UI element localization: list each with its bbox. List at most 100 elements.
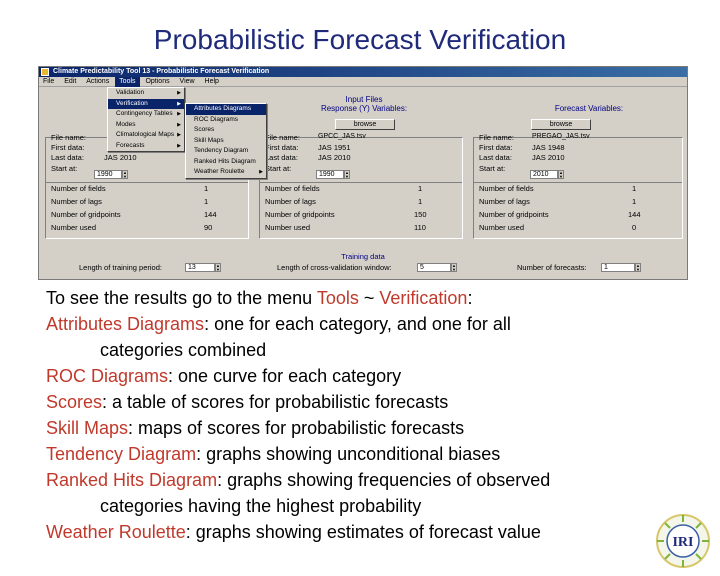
menubar: File Edit Actions Tools Options View Hel… — [39, 77, 687, 87]
term: ROC Diagrams — [46, 366, 169, 386]
intro-line: To see the results go to the menu Tools … — [46, 288, 473, 308]
panel-divider — [260, 182, 462, 183]
term: Weather Roulette — [46, 522, 186, 542]
list-item: Attributes Diagrams: one for each catego… — [46, 314, 511, 334]
stat-label: Number of lags — [265, 197, 316, 206]
response-file-name: GPCC_JAS.tsv — [318, 133, 366, 140]
stat-value: 0 — [632, 223, 637, 232]
stat-value: 1 — [204, 197, 209, 206]
stat-label: Number of gridpoints — [265, 210, 335, 219]
list-item: Weather Roulette: graphs showing estimat… — [46, 522, 541, 542]
stat-value: 1 — [632, 184, 637, 193]
forecast-file-name: PREGAO_JAS.tsv — [532, 133, 590, 140]
menu-actions[interactable]: Actions — [86, 78, 110, 85]
menu-view[interactable]: View — [179, 78, 195, 85]
list-item: Scores: a table of scores for probabilis… — [46, 392, 449, 412]
window-titlebar: Climate Predictability Tool 13 - Probabi… — [39, 67, 687, 77]
list-item: Ranked Hits Diagram: graphs showing freq… — [46, 470, 551, 490]
last-data-label: Last data: — [51, 153, 84, 162]
stat-label: Number of fields — [265, 184, 320, 193]
verification-submenu: Attributes Diagrams ROC Diagrams Scores … — [185, 103, 267, 179]
term: Ranked Hits Diagram — [46, 470, 218, 490]
term: Scores — [46, 392, 103, 412]
num-forecasts-spinner[interactable]: ▲ ▼ — [635, 263, 641, 272]
list-item: Tendency Diagram: graphs showing uncondi… — [46, 444, 501, 464]
start-at-field[interactable]: 2010 — [530, 170, 558, 179]
verification-term: Verification — [379, 288, 468, 308]
stat-label: Number used — [265, 223, 311, 232]
start-at-label: Start at: — [265, 164, 292, 173]
last-data-label: Last data: — [479, 153, 512, 162]
verification-item-roc-diagrams[interactable]: ROC Diagrams — [194, 115, 239, 123]
start-at-spinner[interactable]: ▲ ▼ — [558, 170, 564, 179]
browse-forecast-button[interactable]: browse — [531, 119, 591, 130]
list-item: Skill Maps: maps of scores for probabili… — [46, 418, 465, 438]
stat-value: 90 — [204, 223, 213, 232]
tools-menu-item[interactable]: Climatological Maps ▶ — [116, 131, 181, 138]
verification-item-skill-maps[interactable]: Skill Maps — [194, 136, 224, 144]
tools-menu-item[interactable]: Validation ▶ — [116, 89, 181, 96]
training-length-spinner[interactable]: ▲ ▼ — [215, 263, 221, 272]
panel-divider — [474, 182, 682, 183]
last-data-value: JAS 2010 — [104, 153, 137, 162]
menu-help[interactable]: Help — [204, 78, 219, 85]
window-title: Climate Predictability Tool 13 - Probabi… — [53, 68, 270, 75]
num-forecasts-label: Number of forecasts: — [517, 263, 587, 272]
menu-edit[interactable]: Edit — [64, 78, 77, 85]
menu-options[interactable]: Options — [145, 78, 170, 85]
file-name-label: File name: — [51, 133, 87, 142]
term: Attributes Diagrams — [46, 314, 205, 334]
app-icon — [41, 68, 49, 76]
tools-menu-item[interactable]: Modes ▶ — [116, 120, 181, 128]
stat-value: 144 — [204, 210, 217, 219]
stat-label: Number of fields — [51, 184, 106, 193]
menu-file[interactable]: File — [43, 78, 55, 85]
last-data-value: JAS 2010 — [318, 153, 351, 162]
start-at-label: Start at: — [51, 164, 78, 173]
verification-item-ranked-hits-diagram[interactable]: Ranked Hits Diagram — [194, 157, 256, 165]
stat-label: Number of gridpoints — [51, 210, 121, 219]
last-data-value: JAS 2010 — [532, 153, 565, 162]
start-at-spinner[interactable]: ▲ ▼ — [344, 170, 350, 179]
first-data-label: First data: — [265, 143, 299, 152]
cross-validation-field[interactable]: 5 — [417, 263, 451, 272]
stat-label: Number of gridpoints — [479, 210, 549, 219]
slide-body: To see the results go to the menu Tools … — [46, 285, 686, 545]
first-data-label: First data: — [51, 143, 85, 152]
term: Skill Maps — [46, 418, 129, 438]
tools-menu-item[interactable]: Contingency Tables ▶ — [116, 110, 181, 117]
stat-label: Number of fields — [479, 184, 534, 193]
tools-menu: Validation ▶ Verification ▶ Contingency Ta… — [107, 87, 185, 152]
stat-value: 1 — [418, 184, 423, 193]
first-data-value: JAS 1951 — [318, 143, 351, 152]
forecast-variables-heading: Forecast Variables: — [554, 104, 624, 113]
cross-validation-spinner[interactable]: ▲ ▼ — [451, 263, 457, 272]
stat-value: 1 — [418, 197, 423, 206]
training-length-field[interactable]: 13 — [185, 263, 215, 272]
num-forecasts-field[interactable]: 1 — [601, 263, 635, 272]
tools-menu-item-verification[interactable]: Verification ▶ — [108, 98, 184, 109]
stat-value: 1 — [632, 197, 637, 206]
stat-value: 150 — [414, 210, 427, 219]
browse-response-button[interactable]: browse — [335, 119, 395, 130]
iri-logo: IRI — [656, 514, 710, 568]
list-item-continuation: categories having the highest probabilit… — [100, 496, 422, 516]
stat-value: 110 — [414, 223, 426, 232]
menu-tools[interactable]: Tools — [115, 77, 140, 87]
start-at-field[interactable]: 1990 — [94, 170, 122, 179]
tools-menu-item[interactable]: Forecasts ▶ — [116, 141, 181, 149]
verification-item-tendency-diagram[interactable]: Tendency Diagram — [194, 147, 249, 154]
response-panel: File name: GPCC_JAS.tsv First data: JAS 1… — [259, 133, 463, 239]
stat-label: Number used — [51, 223, 97, 232]
slide-title: Probabilistic Forecast Verification — [153, 24, 567, 55]
verification-item-weather-roulette[interactable]: Weather Roulette ▶ — [194, 168, 263, 175]
start-at-spinner[interactable]: ▲ ▼ — [122, 170, 128, 179]
start-at-field[interactable]: 1990 — [316, 170, 344, 179]
verification-item-attributes-diagrams[interactable]: Attributes Diagrams — [186, 104, 266, 115]
start-at-label: Start at: — [479, 164, 506, 173]
list-item-continuation: categories combined — [100, 340, 267, 360]
app-window: Climate Predictability Tool 13 - Probabi… — [38, 66, 688, 280]
list-item: ROC Diagrams: one curve for each categor… — [46, 366, 402, 386]
stat-label: Number of lags — [51, 197, 102, 206]
verification-item-scores[interactable]: Scores — [194, 126, 215, 133]
